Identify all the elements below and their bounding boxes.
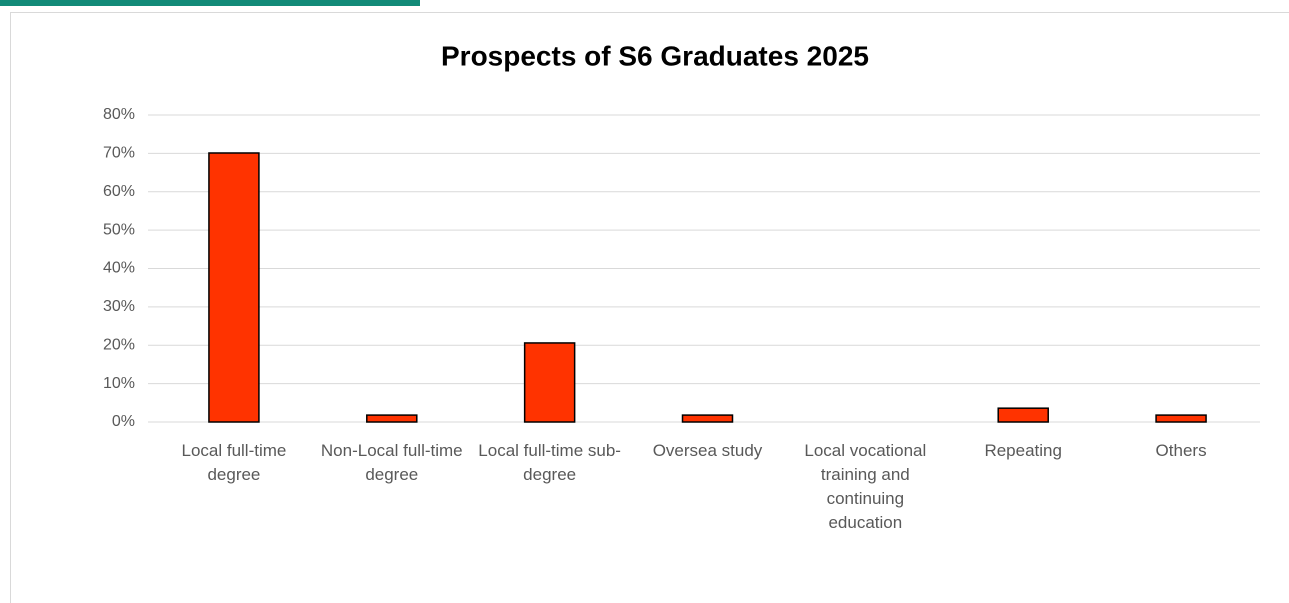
y-tick-label: 10% <box>103 375 135 392</box>
x-tick-label: Others <box>1155 441 1207 460</box>
x-tick-label: Local full-time degree <box>181 441 287 484</box>
bar <box>208 152 260 423</box>
chart-title: Prospects of S6 Graduates 2025 <box>441 40 869 71</box>
bar <box>997 407 1049 423</box>
bar <box>366 414 418 423</box>
y-tick-label: 40% <box>103 260 135 277</box>
y-tick-label: 50% <box>103 221 135 238</box>
x-tick-label: Local full-time sub-degree <box>478 441 621 484</box>
x-tick-label: Repeating <box>984 441 1062 460</box>
y-tick-label: 0% <box>112 413 135 430</box>
y-tick-label: 30% <box>103 298 135 315</box>
x-tick-label: Oversea study <box>652 441 763 460</box>
header-strip <box>0 0 420 6</box>
y-tick-label: 20% <box>103 336 135 353</box>
bar <box>523 342 576 423</box>
x-tick-label: Local vocational training and continuing… <box>804 441 927 532</box>
x-tick-label: Non-Local full-time degree <box>320 441 463 484</box>
y-tick-label: 60% <box>103 183 135 200</box>
y-tick-label: 70% <box>103 145 135 162</box>
bar <box>681 414 734 423</box>
chart-border <box>10 12 1289 603</box>
y-tick-label: 80% <box>103 106 135 123</box>
bar <box>1155 414 1207 423</box>
